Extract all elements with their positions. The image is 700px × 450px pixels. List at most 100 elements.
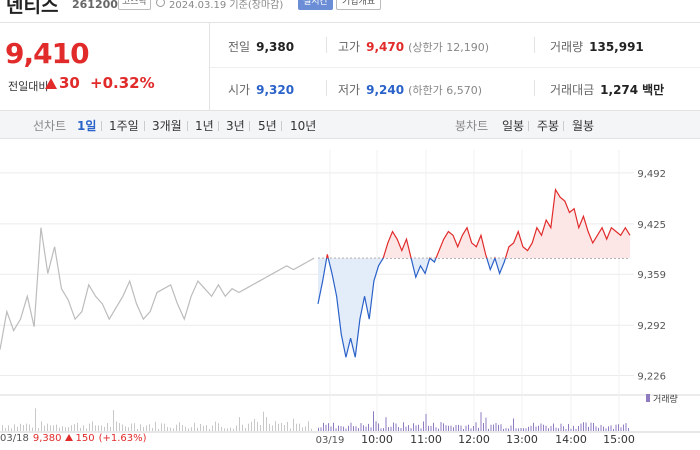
volume-bar bbox=[453, 427, 454, 431]
period-5y[interactable]: 5년 bbox=[258, 119, 277, 133]
volume-bar bbox=[302, 427, 303, 431]
volume: 거래량 135,991 bbox=[550, 38, 644, 55]
realtime-button[interactable]: 실시간 bbox=[298, 0, 333, 10]
volume-bar bbox=[460, 425, 462, 431]
amount-label: 거래대금 bbox=[550, 83, 595, 97]
volume-bar bbox=[164, 423, 165, 431]
period-1d[interactable]: 1일 bbox=[77, 119, 97, 133]
volume-bar bbox=[149, 424, 150, 431]
volume-bar bbox=[323, 422, 324, 431]
stock-code: 261200 bbox=[72, 0, 118, 11]
volume-bar bbox=[598, 427, 599, 431]
candle-monthly[interactable]: 월봉 bbox=[572, 119, 595, 133]
volume-bar bbox=[380, 428, 382, 431]
volume-bar bbox=[182, 425, 183, 431]
volume-bar bbox=[338, 425, 339, 431]
volume-bar bbox=[600, 424, 602, 431]
volume-bar bbox=[483, 423, 484, 431]
volume-bar bbox=[35, 408, 36, 431]
price-chart: 9,492 9,425 9,359 9,292 9,226 03/19 10:00 11:00… bbox=[0, 140, 700, 450]
volume-bar bbox=[224, 428, 225, 431]
volume-bar bbox=[408, 425, 409, 431]
volume-bar bbox=[200, 424, 201, 431]
volume-bar bbox=[480, 412, 482, 431]
volume-bar bbox=[578, 425, 579, 431]
volume-bar bbox=[410, 428, 412, 431]
volume-bar bbox=[523, 428, 524, 431]
volume-bar bbox=[333, 422, 334, 431]
prev-day-price: 9,380 bbox=[32, 433, 62, 444]
volume-bar bbox=[233, 428, 234, 431]
period-3m[interactable]: 3개월 bbox=[152, 119, 182, 133]
volume-bar bbox=[475, 422, 477, 431]
volume-bar bbox=[146, 425, 147, 431]
volume-label: 거래량 bbox=[550, 40, 584, 54]
period-3y[interactable]: 3년 bbox=[226, 119, 245, 133]
volume-bar bbox=[615, 424, 617, 431]
volume-bar bbox=[348, 425, 349, 431]
volume-bar bbox=[443, 423, 444, 431]
volume-bar bbox=[568, 423, 569, 431]
volume-bar bbox=[533, 422, 534, 431]
volume-bar bbox=[20, 423, 21, 431]
volume-bar bbox=[610, 425, 612, 431]
company-info-button[interactable]: 기업개요 bbox=[336, 0, 382, 10]
volume-bar bbox=[278, 423, 279, 431]
volume-bar bbox=[65, 427, 66, 431]
volume-bar bbox=[488, 428, 489, 431]
volume-bar bbox=[134, 423, 135, 431]
volume-bar bbox=[495, 423, 497, 431]
candle-daily[interactable]: 일봉 bbox=[502, 119, 525, 133]
y-tick-label: 9,492 bbox=[637, 169, 666, 180]
up-area bbox=[318, 189, 630, 259]
volume-bar bbox=[281, 422, 282, 431]
volume-bar bbox=[623, 424, 624, 431]
volume-bar bbox=[248, 423, 249, 431]
prev-close-value: 9,380 bbox=[256, 40, 295, 54]
volume-bar bbox=[490, 424, 492, 431]
volume-bar bbox=[498, 424, 499, 431]
volume-bar bbox=[152, 427, 153, 431]
candle-weekly[interactable]: 주봉 bbox=[537, 119, 560, 133]
volume-bar bbox=[353, 426, 354, 431]
volume-bar bbox=[448, 425, 449, 431]
volume-bar bbox=[378, 423, 379, 431]
volume-bar bbox=[435, 427, 437, 431]
volume-bar bbox=[403, 422, 404, 431]
lower-limit: (하한가 6,570) bbox=[408, 84, 482, 97]
volume-bar bbox=[77, 422, 78, 431]
volume-bar bbox=[468, 424, 469, 431]
candle-chart-label: 봉차트 bbox=[455, 119, 489, 133]
volume-bar bbox=[470, 428, 472, 431]
period-10y[interactable]: 10년 bbox=[290, 119, 317, 133]
volume-bar bbox=[478, 427, 479, 431]
volume-bar bbox=[525, 428, 527, 431]
volume-bar bbox=[41, 421, 42, 431]
volume-bar bbox=[438, 428, 439, 431]
volume-bar bbox=[628, 428, 629, 431]
trade-amount: 거래대금 1,274 백만 bbox=[550, 81, 664, 98]
low-value: 9,240 bbox=[366, 83, 405, 97]
volume-bar bbox=[608, 426, 609, 431]
volume-bar bbox=[8, 425, 9, 431]
date-text: 2024.03.19 기준(장마감) bbox=[169, 0, 284, 11]
x-tick-label: 12:00 bbox=[458, 433, 490, 446]
volume-bar bbox=[328, 423, 329, 431]
amount-value: 1,274 bbox=[600, 83, 639, 97]
volume-bar bbox=[343, 426, 344, 431]
current-price: 9,410 bbox=[5, 37, 90, 70]
volume-bar bbox=[215, 421, 216, 431]
volume-bar bbox=[620, 427, 622, 431]
volume-bar bbox=[269, 423, 270, 431]
volume-bar bbox=[230, 427, 231, 431]
volume-bar bbox=[393, 422, 394, 431]
volume-bar bbox=[104, 426, 105, 431]
prev-close: 전일 9,380 bbox=[228, 38, 294, 55]
open-value: 9,320 bbox=[256, 83, 295, 97]
prev-day-date: 03/18 bbox=[0, 433, 29, 444]
volume-bar bbox=[548, 428, 549, 431]
volume-legend: 거래량 bbox=[653, 395, 678, 405]
y-tick-label: 9,359 bbox=[637, 270, 666, 281]
period-1w[interactable]: 1주일 bbox=[109, 119, 139, 133]
period-1y[interactable]: 1년 bbox=[195, 119, 214, 133]
